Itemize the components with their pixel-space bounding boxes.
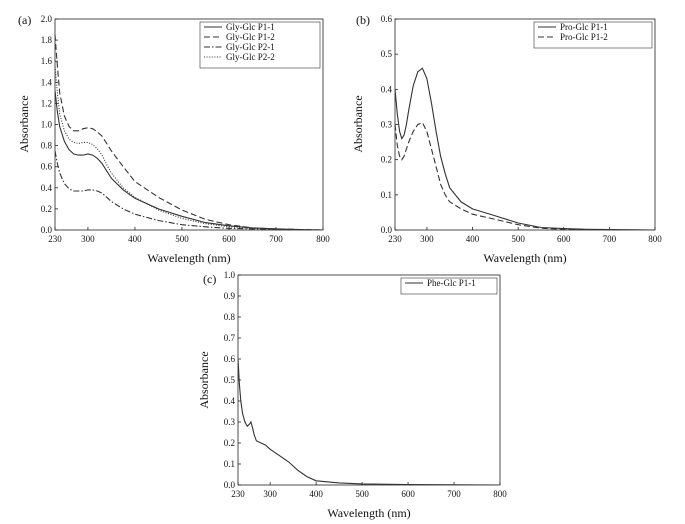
y-tick-label: 0.7 <box>224 333 236 343</box>
y-tick-label: 0.2 <box>41 204 52 214</box>
x-tick-label: 700 <box>603 234 617 244</box>
legend-label: Phe-Glc P1-1 <box>427 278 476 288</box>
y-tick-label: 1.8 <box>41 35 53 45</box>
x-tick-label: 600 <box>557 234 571 244</box>
series-line-1 <box>238 358 500 485</box>
y-tick-label: 0.0 <box>381 225 393 235</box>
legend-label: Gly-Glc P2-2 <box>226 52 275 62</box>
x-tick-label: 500 <box>511 234 525 244</box>
panel-b-xlabel: Wavelength (nm) <box>483 251 566 265</box>
y-tick-label: 1.6 <box>41 56 53 66</box>
panel-c-xlabel: Wavelength (nm) <box>327 506 410 520</box>
y-tick-label: 0.8 <box>41 141 53 151</box>
y-tick-label: 0.4 <box>381 84 393 94</box>
y-tick-label: 1.4 <box>41 77 53 87</box>
legend-label: Gly-Glc P2-1 <box>226 42 275 52</box>
y-tick-label: 1.0 <box>41 120 53 130</box>
y-tick-label: 0.6 <box>41 162 53 172</box>
x-tick-label: 230 <box>231 489 245 499</box>
y-tick-label: 0.8 <box>224 312 236 322</box>
x-tick-label: 600 <box>222 234 236 244</box>
panel-a: (a) Absorbance Wavelength (nm) 230 300 400… <box>17 13 330 265</box>
y-tick-label: 0.6 <box>381 14 393 24</box>
x-tick-label: 300 <box>420 234 434 244</box>
y-tick-label: 0.1 <box>381 190 392 200</box>
series-line-2 <box>395 122 655 230</box>
legend-label: Gly-Glc P1-1 <box>226 22 275 32</box>
x-tick-label: 300 <box>81 234 95 244</box>
y-tick-label: 1.2 <box>41 98 52 108</box>
series-line-1 <box>55 90 323 230</box>
x-tick-label: 230 <box>48 234 62 244</box>
panel-a-label: (a) <box>18 13 31 27</box>
y-tick-label: 0.1 <box>224 459 235 469</box>
panel-a-xlabel: Wavelength (nm) <box>147 251 230 265</box>
panel-c-ylabel: Absorbance <box>197 351 211 408</box>
x-tick-label: 400 <box>309 489 323 499</box>
y-tick-label: 0.0 <box>41 225 53 235</box>
legend-box <box>400 277 498 295</box>
panel-a-plot: 230 300 400 500 600 700 800 0.0 0.2 0.4 0.6 0.8 1.0 1… <box>41 14 331 244</box>
x-tick-label: 400 <box>466 234 480 244</box>
panel-c: (c) Absorbance Wavelength (nm) 230 300 400… <box>197 270 507 520</box>
y-tick-label: 0.0 <box>224 480 236 490</box>
x-tick-label: 230 <box>388 234 402 244</box>
x-tick-label: 400 <box>128 234 142 244</box>
legend-box <box>199 21 321 69</box>
x-tick-label: 800 <box>493 489 507 499</box>
y-tick-label: 0.6 <box>224 354 236 364</box>
x-tick-label: 500 <box>175 234 189 244</box>
y-tick-label: 0.5 <box>381 49 393 59</box>
series-line-1 <box>395 67 655 230</box>
panel-c-plot: 230 300 400 500 600 700 800 0.0 0.1 0.2 0.3 0.4 0.5 0… <box>224 270 508 499</box>
panel-b-ylabel: Absorbance <box>351 95 365 152</box>
legend-label: Pro-Glc P1-2 <box>560 32 608 42</box>
panel-b-label: (b) <box>356 13 370 27</box>
series-line-3 <box>55 150 323 230</box>
y-tick-label: 0.9 <box>224 291 236 301</box>
y-tick-label: 0.3 <box>381 120 393 130</box>
x-tick-label: 700 <box>269 234 283 244</box>
series-line-4 <box>55 66 323 230</box>
panel-a-ylabel: Absorbance <box>17 95 31 152</box>
x-tick-label: 800 <box>316 234 330 244</box>
panel-c-label: (c) <box>203 272 216 286</box>
y-tick-label: 0.3 <box>224 417 236 427</box>
y-tick-label: 0.5 <box>224 375 236 385</box>
x-tick-label: 600 <box>401 489 415 499</box>
y-tick-label: 0.4 <box>41 183 53 193</box>
y-tick-label: 0.4 <box>224 396 236 406</box>
series-line-2 <box>55 34 323 230</box>
x-tick-label: 700 <box>447 489 461 499</box>
legend-label: Pro-Glc P1-1 <box>560 22 608 32</box>
panel-b: (b) Absorbance Wavelength (nm) 230 300 400… <box>351 13 662 265</box>
panel-b-plot: 230 300 400 500 600 700 800 0.0 0.1 0.2 0.3 0.4 0.5 0… <box>381 14 663 244</box>
plot-frame <box>394 18 656 231</box>
y-tick-label: 2.0 <box>41 14 53 24</box>
legend-label: Gly-Glc P1-2 <box>226 32 275 42</box>
legend-box <box>533 21 653 49</box>
x-tick-label: 300 <box>263 489 277 499</box>
y-tick-label: 0.2 <box>224 438 235 448</box>
y-tick-label: 1.0 <box>224 270 236 280</box>
y-tick-label: 0.2 <box>381 155 392 165</box>
x-tick-label: 500 <box>355 489 369 499</box>
x-tick-label: 800 <box>648 234 662 244</box>
